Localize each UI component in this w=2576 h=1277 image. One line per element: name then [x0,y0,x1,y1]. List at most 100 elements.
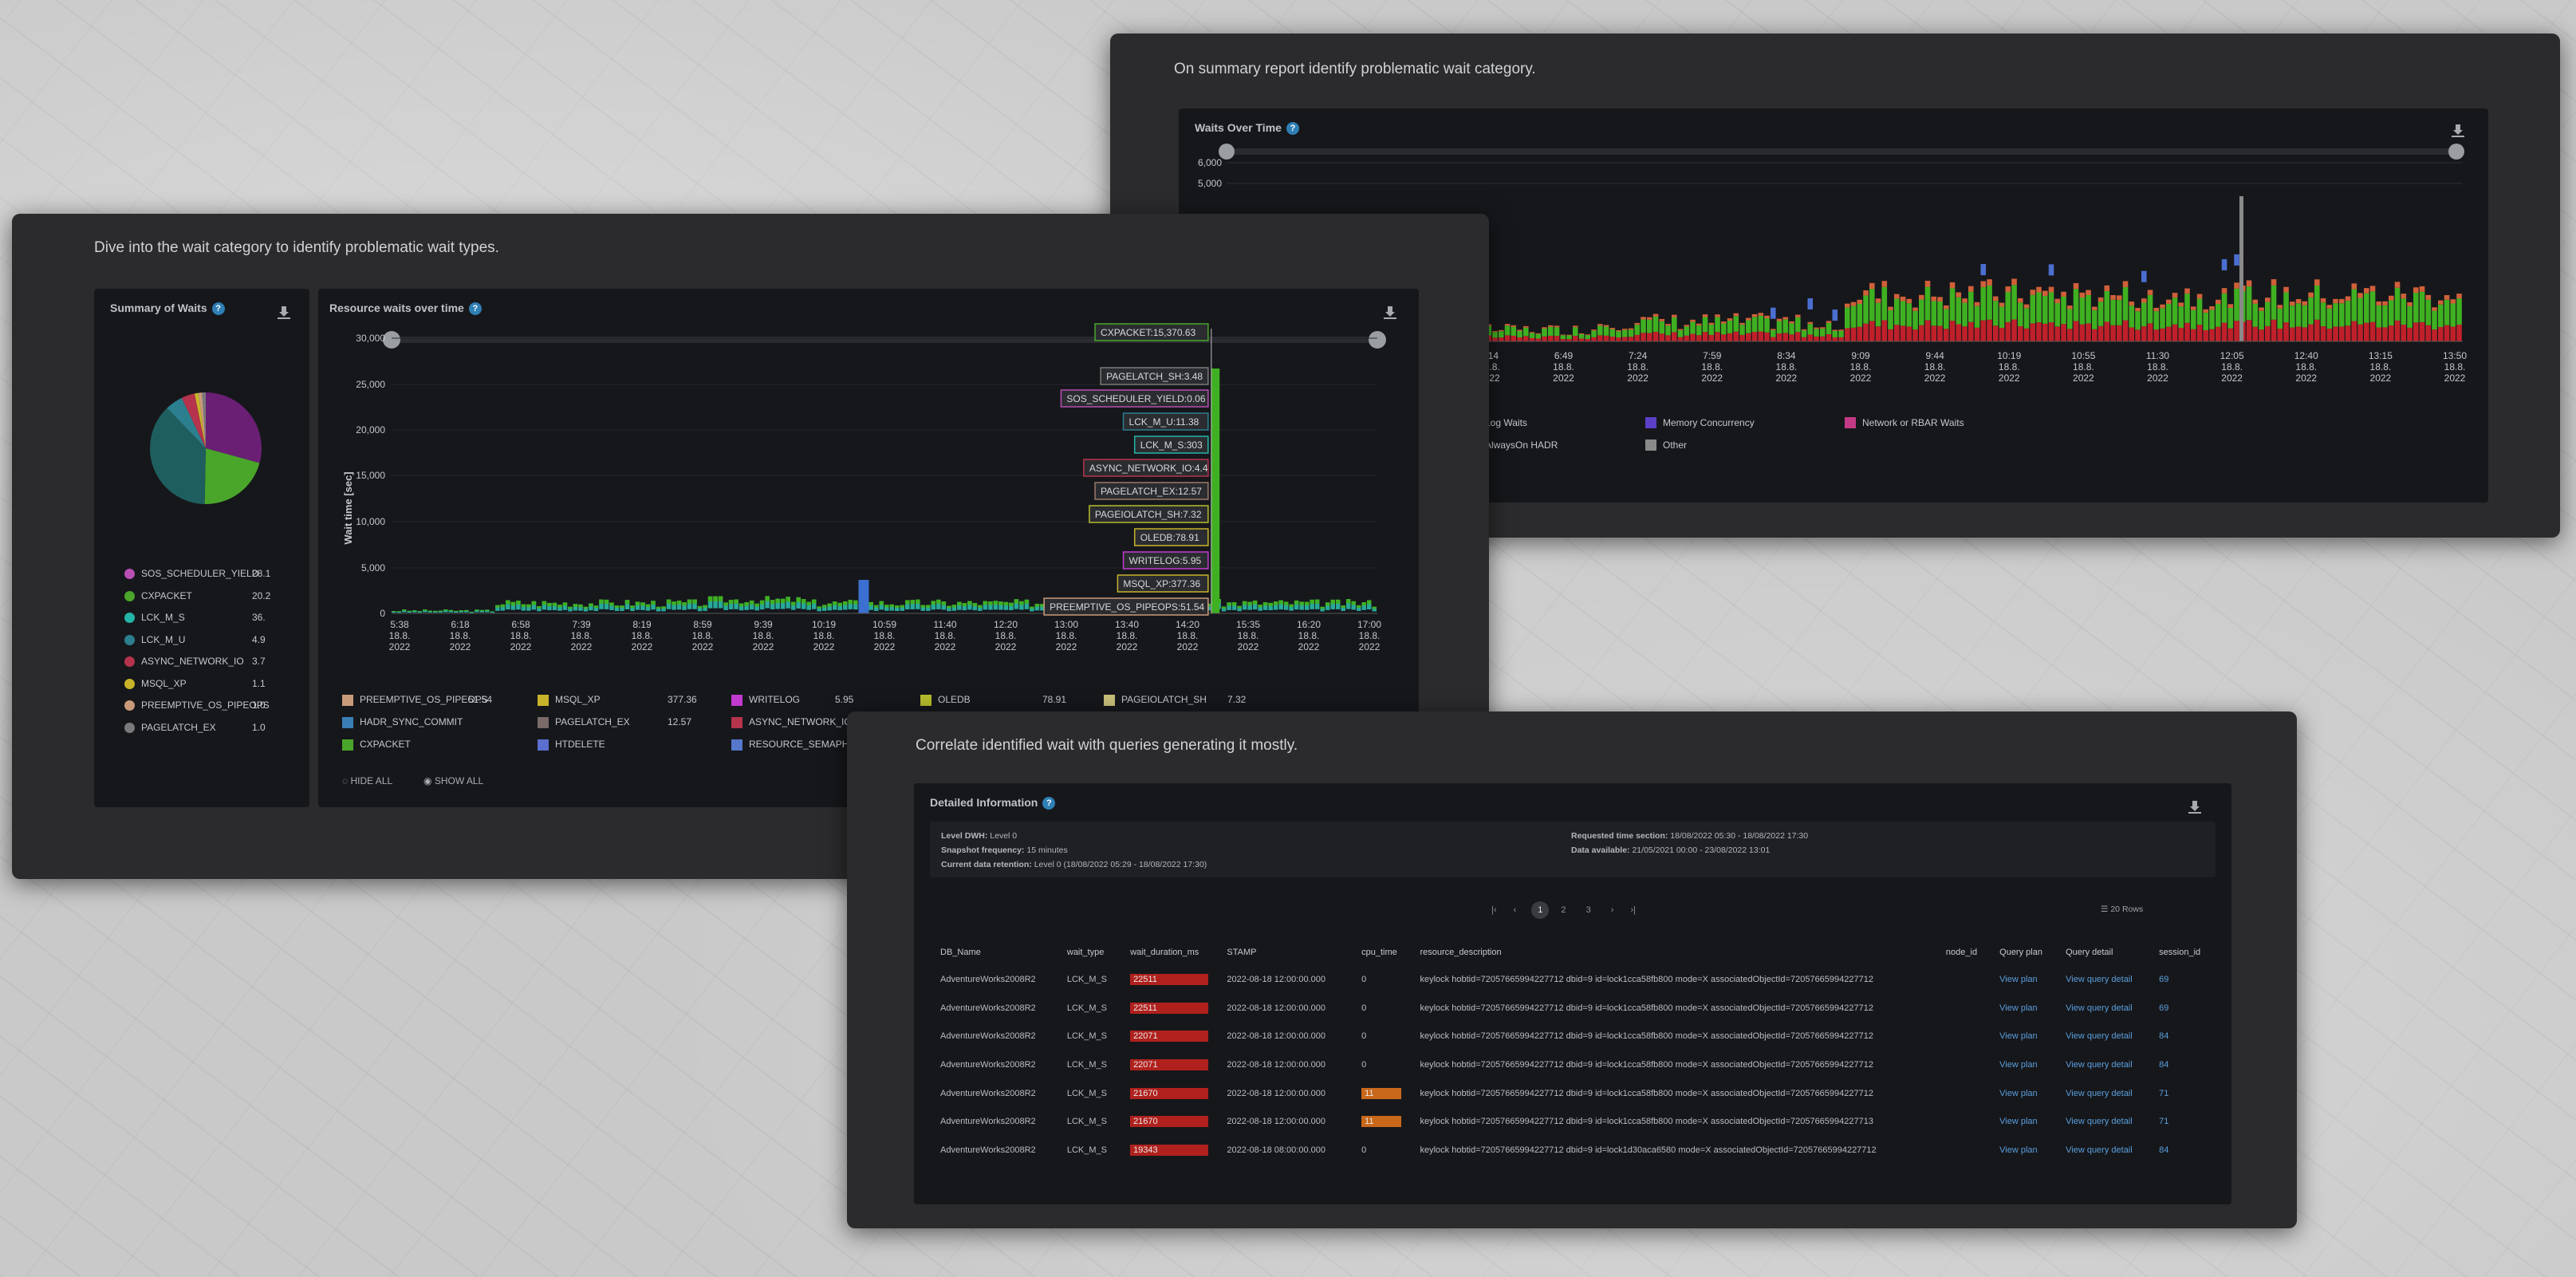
legend-item[interactable]: MSQL_XP [538,694,601,706]
query-plan-link[interactable]: View plan [1999,1059,2038,1070]
pie-slice[interactable] [198,392,206,448]
last-page-button[interactable]: ›| [1630,905,1637,915]
navigator-handle-right[interactable] [2448,144,2464,160]
query-detail-link[interactable]: View query detail [2066,1145,2133,1155]
pie-slice[interactable] [194,392,206,448]
pie-legend-item[interactable]: LCK_M_S 36. [124,612,266,624]
navigator-handle-left[interactable] [383,331,400,349]
table-row[interactable]: AdventureWorks2008R2 LCK_M_S 22511 2022-08-… [939,965,2208,994]
column-header[interactable]: session_id [2159,948,2201,957]
legend-label[interactable]: Log Waits [1485,417,1527,428]
column-header[interactable]: wait_type [1066,948,1105,957]
query-plan-link[interactable]: View plan [1999,1145,2038,1155]
legend-item[interactable]: PAGEIOLATCH_SH [1104,694,1207,706]
first-page-button[interactable]: |‹ [1491,905,1497,915]
table-row[interactable]: AdventureWorks2008R2 LCK_M_S 19343 2022-08-… [939,1136,2208,1165]
legend-item[interactable]: HADR_SYNC_COMMIT [342,716,463,728]
help-icon[interactable]: ? [1042,797,1056,810]
query-plan-link[interactable]: View plan [1999,974,2038,984]
legend-item[interactable]: WRITELOG [731,694,800,706]
help-icon[interactable]: ? [211,302,225,316]
show-all-button[interactable]: ◉ SHOW ALL [423,775,484,786]
legend-item[interactable]: CXPACKET [342,739,411,751]
query-detail-link[interactable]: View query detail [2066,1059,2133,1070]
navigator-bar[interactable] [392,337,1377,343]
query-detail-link[interactable]: View query detail [2066,1003,2133,1013]
pie-slice[interactable] [167,397,206,448]
legend-item[interactable]: OLEDB [920,694,971,706]
query-plan-link[interactable]: View plan [1999,1088,2038,1098]
legend-swatch[interactable] [1645,439,1656,451]
legend-swatch[interactable] [1845,417,1856,428]
legend-label[interactable]: AlwaysOn HADR [1485,439,1558,451]
column-header[interactable]: STAMP [1227,948,1257,957]
rows-per-page-select[interactable]: ☰ 20 Rows [2101,905,2144,914]
legend-label[interactable]: Memory Concurrency [1663,417,1755,428]
legend-item[interactable]: RESOURCE_SEMAPHORE [731,739,869,751]
table-row[interactable]: AdventureWorks2008R2 LCK_M_S 22071 2022-08-… [939,1050,2208,1079]
pie-legend-item[interactable]: PAGELATCH_EX 1.0 [124,722,266,733]
query-plan-link[interactable]: View plan [1999,1003,2038,1013]
session-id-link[interactable]: 71 [2159,1088,2169,1098]
query-detail-link[interactable]: View query detail [2066,1088,2133,1098]
pie-legend-item[interactable]: CXPACKET 20.2 [124,590,270,601]
download-icon[interactable] [1384,306,1396,319]
bar-segment [2135,329,2141,341]
prev-page-button[interactable]: ‹ [1513,905,1517,915]
column-header[interactable]: cpu_time [1361,948,1397,957]
next-page-button[interactable]: › [1610,905,1614,915]
table-row[interactable]: AdventureWorks2008R2 LCK_M_S 21670 2022-08-… [939,1107,2208,1136]
legend-label[interactable]: Other [1663,439,1687,451]
help-icon[interactable]: ? [468,302,482,316]
column-header[interactable]: DB_Name [940,948,981,957]
pie-slice[interactable] [150,408,206,504]
pie-legend-item[interactable]: PREEMPTIVE_OS_PIPEOPS 1.0 [124,700,270,711]
download-icon[interactable] [278,306,290,319]
page-1-button[interactable]: 1 [1531,901,1550,919]
navigator-handle-right[interactable] [1369,331,1386,349]
page-2-button[interactable]: 2 [1561,905,1566,915]
pie-slice[interactable] [204,448,260,504]
session-id-link[interactable]: 84 [2159,1145,2169,1155]
download-icon[interactable] [2452,124,2464,137]
column-header[interactable]: wait_duration_ms [1130,948,1199,957]
query-detail-link[interactable]: View query detail [2066,974,2133,984]
pie-slice[interactable] [206,392,262,463]
pie-slice[interactable] [202,392,206,448]
session-id-link[interactable]: 71 [2159,1117,2169,1127]
bar-spike [1211,369,1220,613]
pie-slice[interactable] [181,393,206,448]
column-header[interactable]: resource_description [1420,948,1502,957]
session-id-link[interactable]: 84 [2159,1031,2169,1042]
query-plan-link[interactable]: View plan [1999,1117,2038,1127]
legend-swatch[interactable] [1645,417,1656,428]
legend-item[interactable]: PAGELATCH_EX [538,716,630,728]
pie-legend-item[interactable]: MSQL_XP 1.1 [124,678,266,689]
pie-legend-item[interactable]: LCK_M_U 4.9 [124,634,266,645]
table-row[interactable]: AdventureWorks2008R2 LCK_M_S 22071 2022-08-… [939,1022,2208,1050]
navigator-handle-left[interactable] [1219,144,1235,160]
legend-item[interactable]: HTDELETE [538,739,605,751]
column-header[interactable]: Query plan [1999,948,2042,957]
hide-all-button[interactable]: ◌ HIDE ALL [342,775,393,786]
query-detail-link[interactable]: View query detail [2066,1117,2133,1127]
legend-item[interactable]: ASYNC_NETWORK_IO [731,716,852,728]
bar-segment [1523,336,1529,341]
query-plan-link[interactable]: View plan [1999,1031,2038,1042]
download-icon[interactable] [2188,801,2201,814]
legend-label[interactable]: Network or RBAR Waits [1862,417,1964,428]
pie-legend-item[interactable]: SOS_SCHEDULER_YIELD 28.1 [124,568,270,580]
query-detail-link[interactable]: View query detail [2066,1031,2133,1042]
column-header[interactable]: node_id [1945,948,1978,957]
session-id-link[interactable]: 69 [2159,974,2169,984]
navigator-bar[interactable] [1227,148,2463,155]
help-icon[interactable]: ? [1286,122,1299,136]
table-row[interactable]: AdventureWorks2008R2 LCK_M_S 22511 2022-08-… [939,994,2208,1023]
session-id-link[interactable]: 69 [2159,1003,2169,1013]
session-id-link[interactable]: 84 [2159,1059,2169,1070]
pie-legend-item[interactable]: ASYNC_NETWORK_IO 3.7 [124,656,266,668]
legend-item[interactable]: PREEMPTIVE_OS_PIPEOPS [342,694,488,706]
table-row[interactable]: AdventureWorks2008R2 LCK_M_S 21670 2022-08-… [939,1079,2208,1108]
column-header[interactable]: Query detail [2066,948,2113,957]
page-3-button[interactable]: 3 [1585,905,1591,915]
